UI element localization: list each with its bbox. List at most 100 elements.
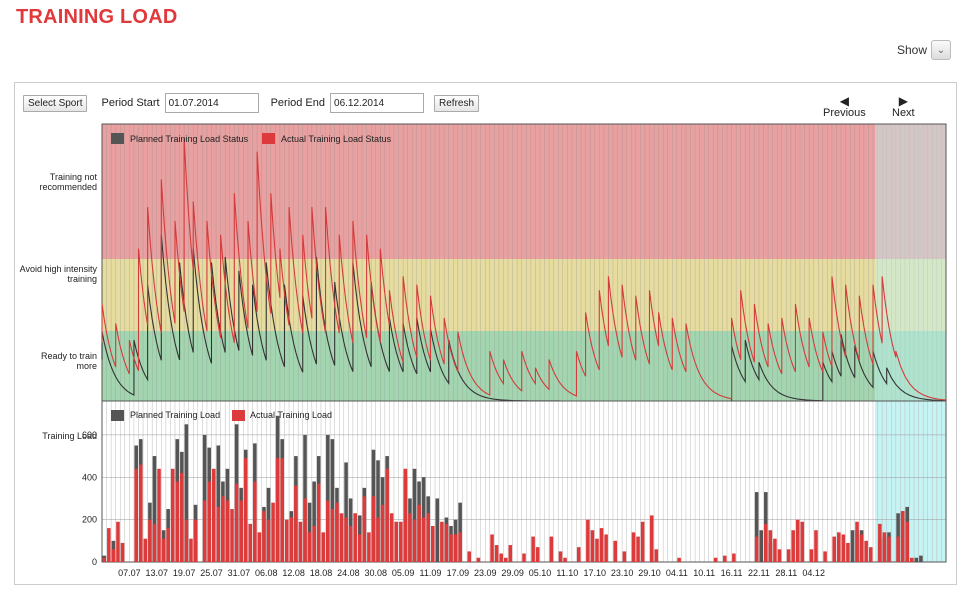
actual-load-bar: [649, 515, 654, 562]
previous-label: Previous: [823, 107, 866, 119]
actual-load-bar: [791, 530, 795, 562]
actual-load-bar: [490, 534, 494, 562]
planned-load-bar: [216, 445, 221, 562]
next-label: Next: [892, 107, 915, 119]
actual-load-bar: [316, 483, 321, 562]
actual-load-bar: [230, 509, 234, 562]
zone-ready-to-train: [102, 331, 946, 401]
actual-load-bar: [440, 521, 444, 562]
x-tick-label: 31.07: [228, 568, 251, 578]
legend-swatch-actual-status: [262, 133, 275, 144]
x-tick-label: 30.08: [364, 568, 387, 578]
planned-load-bar: [914, 557, 919, 562]
actual-load-bar: [221, 496, 225, 562]
actual-load-bar: [832, 536, 837, 562]
actual-load-bar: [590, 530, 595, 562]
actual-load-bar: [394, 521, 399, 562]
actual-load-bar: [599, 528, 604, 562]
legend-swatch-planned-status: [111, 133, 124, 144]
actual-load-bar: [175, 481, 180, 562]
actual-load-bar: [713, 557, 718, 562]
actual-load-bar: [905, 521, 910, 562]
x-tick-label: 11.10: [556, 568, 578, 578]
y-tick-label: 0: [92, 557, 97, 567]
page-title: TRAINING LOAD: [16, 6, 178, 28]
x-tick-label: 13.07: [145, 568, 168, 578]
planned-load-bar: [152, 456, 157, 562]
status-grid: [101, 124, 947, 401]
legend-label-planned-load: Planned Training Load: [130, 410, 220, 420]
actual-load-bar: [239, 500, 243, 562]
actual-load-bar: [353, 513, 357, 562]
actual-load-bar: [170, 468, 175, 562]
planned-load-bar: [326, 434, 330, 562]
planned-load-bar: [754, 492, 759, 562]
x-tick-label: 22.11: [748, 568, 770, 578]
actual-load-bar: [503, 557, 508, 562]
x-tick-label: 11.09: [420, 568, 442, 578]
actual-load-bar: [161, 538, 166, 562]
actual-load-bar: [732, 553, 736, 562]
actual-load-bar: [508, 545, 513, 562]
x-tick-label: 17.09: [447, 568, 470, 578]
status-future-overlay: [875, 124, 946, 401]
actual-load-bar: [284, 519, 289, 562]
zone-training-not-recommended: [102, 124, 946, 259]
planned-load-bar: [435, 498, 440, 562]
actual-load-bar: [467, 551, 472, 562]
actual-load-bar: [253, 481, 257, 562]
actual-load-bar: [189, 538, 193, 562]
x-tick-label: 29.10: [638, 568, 661, 578]
actual-load-bar: [800, 521, 805, 562]
planned-load-bar: [330, 439, 335, 562]
actual-load-bar: [248, 523, 253, 562]
actual-load-bar: [243, 458, 248, 562]
period-start-label: Period Start: [101, 97, 160, 109]
actual-load-bar: [225, 500, 230, 562]
actual-load-bar: [335, 502, 339, 562]
refresh-button[interactable]: Refresh: [434, 94, 480, 112]
actual-load-bar: [809, 549, 814, 562]
actual-load-bar: [152, 523, 157, 562]
actual-load-bar: [120, 542, 125, 562]
actual-load-bar: [773, 538, 777, 562]
next-button[interactable]: ▶ Next: [892, 95, 915, 119]
actual-load-bar: [522, 553, 526, 562]
zone-label: Training not recommended: [39, 172, 97, 192]
x-tick-label: 23.10: [611, 568, 634, 578]
actual-load-bar: [846, 542, 850, 562]
actual-load-bar: [344, 517, 348, 562]
legend-label-actual-load: Actual Training Load: [250, 410, 332, 420]
planned-load-bar: [184, 424, 189, 562]
legend-label-actual-status: Actual Training Load Status: [281, 134, 392, 144]
x-tick-label: 29.09: [501, 568, 524, 578]
actual-load-bar: [211, 468, 216, 562]
period-end-input[interactable]: [330, 93, 425, 113]
actual-load-bar: [184, 519, 189, 562]
previous-button[interactable]: ◀ Previous: [823, 95, 866, 119]
bar-grid: [101, 401, 947, 562]
x-tick-label: 05.10: [529, 568, 552, 578]
actual-load-bar: [476, 557, 481, 562]
period-start-input[interactable]: [164, 93, 259, 113]
actual-load-bar: [385, 468, 389, 562]
actual-load-bar: [549, 536, 554, 562]
actual-load-bar: [640, 521, 645, 562]
select-sport-button[interactable]: Select Sport: [23, 94, 88, 112]
actual-load-bar: [604, 534, 608, 562]
actual-load-bar: [348, 525, 353, 562]
show-dropdown-button[interactable]: ⌄: [931, 40, 951, 60]
planned-load-bar: [202, 434, 207, 562]
y-tick-label: 400: [82, 472, 97, 482]
actual-load-bar: [882, 532, 887, 562]
actual-load-bar: [449, 534, 453, 562]
actual-load-bar: [622, 551, 627, 562]
x-tick-label: 04.12: [802, 568, 825, 578]
actual-load-bar: [330, 509, 335, 562]
actual-load-bar: [357, 534, 362, 562]
actual-load-bar: [134, 468, 138, 562]
actual-load-bar: [841, 534, 846, 562]
actual-load-bar: [307, 532, 312, 562]
actual-load-bar: [586, 519, 590, 562]
triangle-right-icon: ▶: [898, 94, 908, 108]
